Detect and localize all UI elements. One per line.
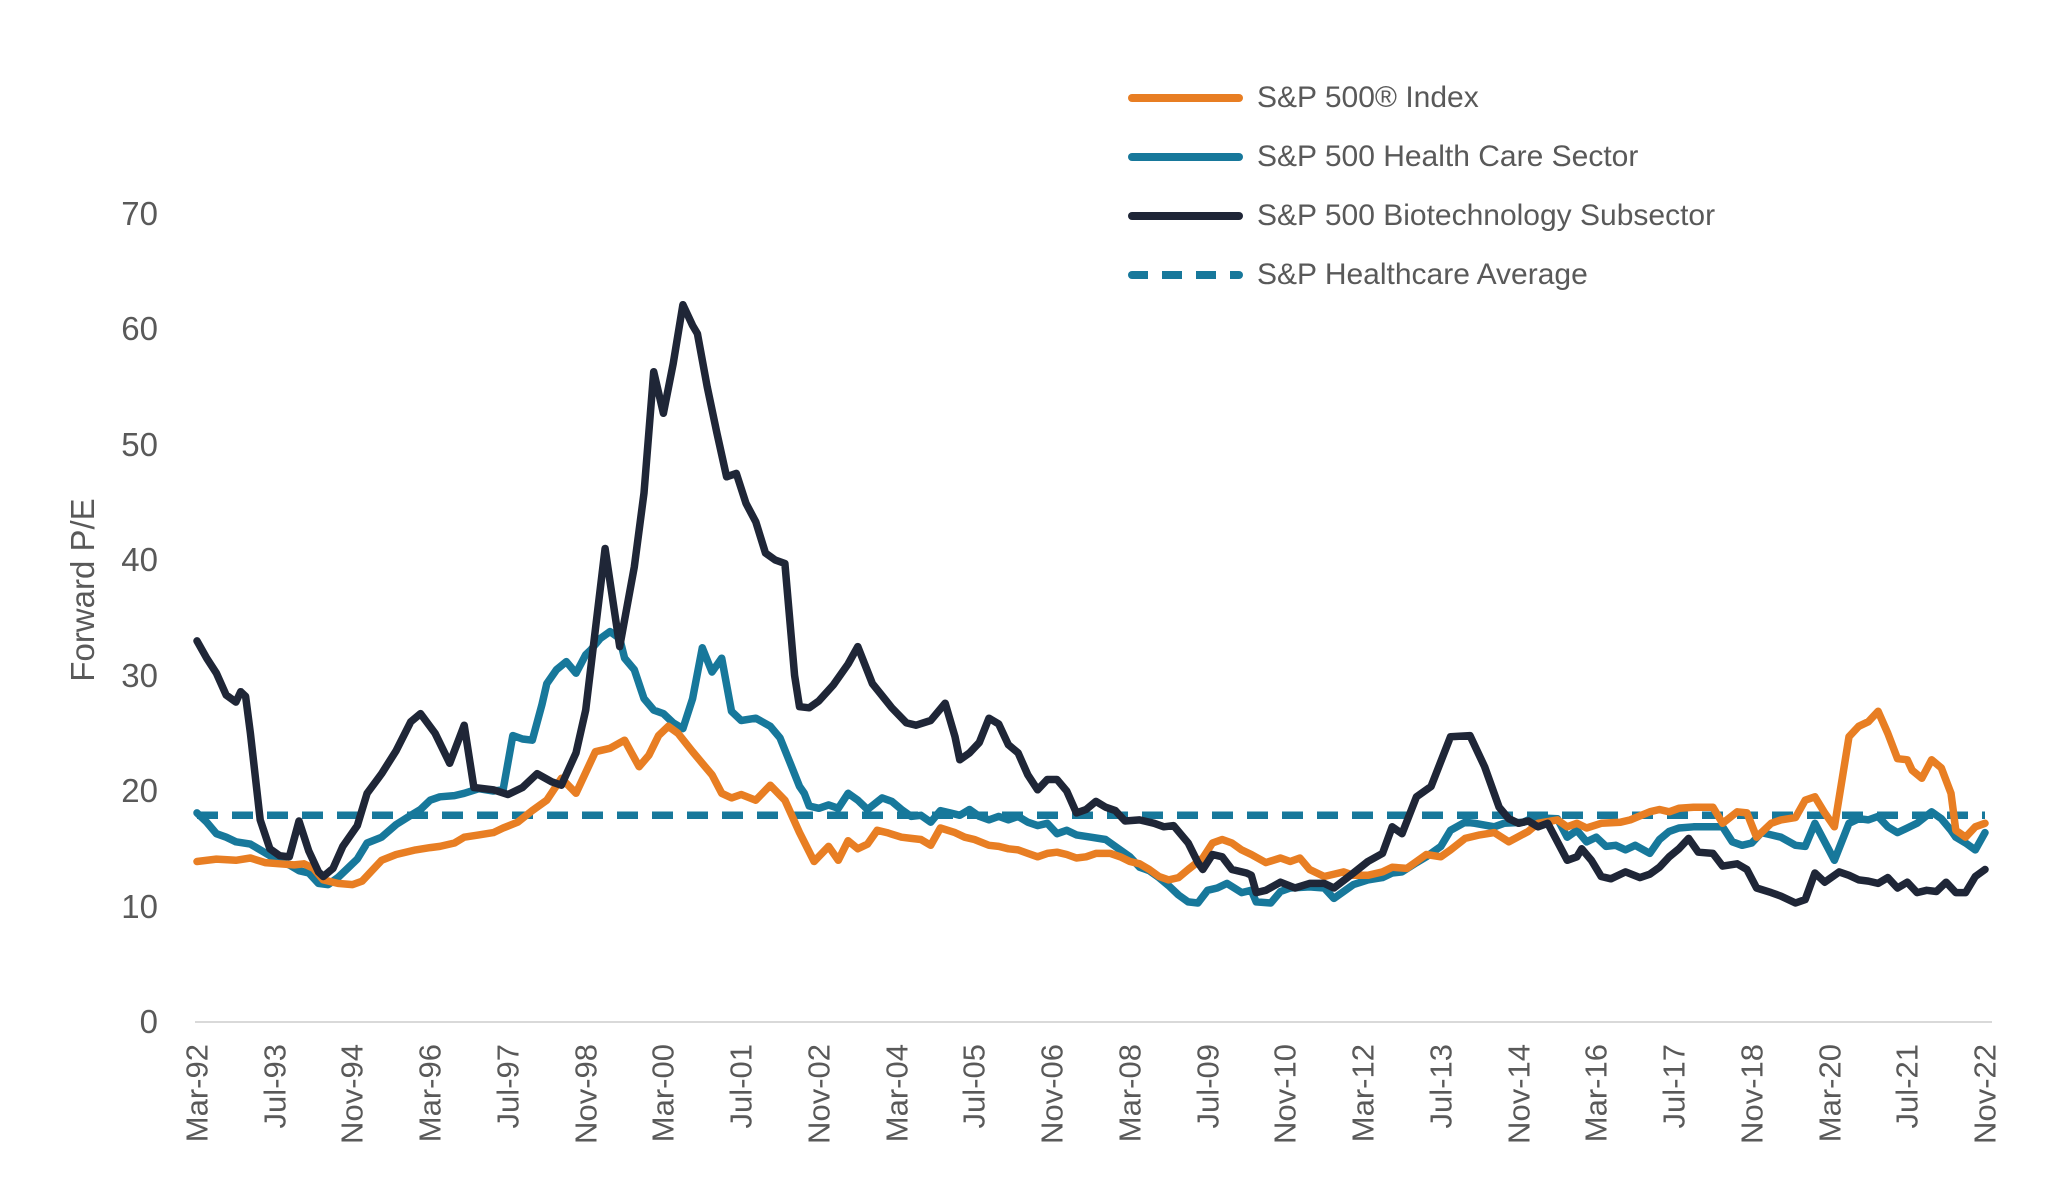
x-axis-tick-label: Nov-98 bbox=[568, 1044, 604, 1144]
legend: S&P 500® Index S&P 500 Health Care Secto… bbox=[1128, 68, 1715, 304]
sp500-biotech-line bbox=[193, 300, 1989, 907]
x-axis-tick-label: Jul-13 bbox=[1423, 1044, 1459, 1129]
x-axis-tick-label: Mar-16 bbox=[1578, 1044, 1614, 1143]
sp500-index-line bbox=[193, 707, 1989, 889]
x-axis-tick-label: Jul-01 bbox=[723, 1044, 759, 1129]
x-axis-tick-label: Jul-93 bbox=[257, 1044, 293, 1129]
x-axis-tick-label: Nov-02 bbox=[801, 1044, 837, 1144]
x-axis-tick-label: Jul-21 bbox=[1889, 1044, 1925, 1129]
x-axis-tick-label: Nov-18 bbox=[1734, 1044, 1770, 1144]
legend-label: S&P 500® Index bbox=[1257, 80, 1479, 114]
x-axis-tick-label: Jul-05 bbox=[956, 1044, 992, 1129]
legend-item-sp500-index: S&P 500® Index bbox=[1128, 68, 1715, 127]
y-axis-tick-label: 20 bbox=[121, 772, 158, 809]
x-axis-tick-label: Jul-97 bbox=[490, 1044, 526, 1129]
x-axis-tick-label: Mar-92 bbox=[179, 1044, 215, 1143]
legend-label: S&P 500 Health Care Sector bbox=[1257, 139, 1639, 173]
x-axis-tick-label: Jul-17 bbox=[1656, 1044, 1692, 1129]
x-axis-tick-label: Mar-12 bbox=[1345, 1044, 1381, 1143]
x-axis-tick-label: Mar-08 bbox=[1112, 1044, 1148, 1143]
x-axis-tick-label: Nov-10 bbox=[1267, 1044, 1303, 1144]
x-axis-tick-label: Nov-06 bbox=[1034, 1044, 1070, 1144]
legend-swatch-biotech-subsector bbox=[1128, 211, 1243, 220]
x-axis-tick-label: Mar-20 bbox=[1812, 1044, 1848, 1143]
legend-label: S&P Healthcare Average bbox=[1257, 257, 1588, 291]
y-axis-tick-label: 60 bbox=[121, 310, 158, 347]
x-axis-tick-label: Mar-96 bbox=[412, 1044, 448, 1143]
legend-item-biotech-subsector: S&P 500 Biotechnology Subsector bbox=[1128, 186, 1715, 245]
y-axis-tick-label: 50 bbox=[121, 425, 158, 463]
legend-swatch-healthcare-average bbox=[1128, 270, 1243, 279]
y-axis-title: Forward P/E bbox=[64, 498, 101, 682]
legend-item-healthcare-average: S&P Healthcare Average bbox=[1128, 245, 1715, 304]
y-axis-tick-label: 70 bbox=[121, 194, 158, 232]
y-axis-tick-label: 40 bbox=[121, 541, 158, 578]
y-axis-tick-label: 10 bbox=[121, 887, 158, 925]
x-axis-tick-label: Jul-09 bbox=[1190, 1044, 1226, 1129]
x-axis-tick-label: Nov-14 bbox=[1501, 1044, 1537, 1144]
legend-label: S&P 500 Biotechnology Subsector bbox=[1257, 198, 1716, 232]
y-axis-tick-label: 30 bbox=[121, 656, 158, 694]
legend-item-healthcare-sector: S&P 500 Health Care Sector bbox=[1128, 127, 1715, 186]
x-axis-tick-label: Mar-04 bbox=[879, 1044, 915, 1143]
legend-swatch-sp500-index bbox=[1128, 93, 1243, 102]
x-axis-tick-label: Nov-22 bbox=[1967, 1044, 2003, 1144]
x-axis-tick-label: Mar-00 bbox=[645, 1044, 681, 1143]
y-axis-tick-label: 0 bbox=[139, 1003, 158, 1040]
x-axis-tick-label: Nov-94 bbox=[334, 1044, 370, 1144]
legend-swatch-healthcare-sector bbox=[1128, 152, 1243, 161]
